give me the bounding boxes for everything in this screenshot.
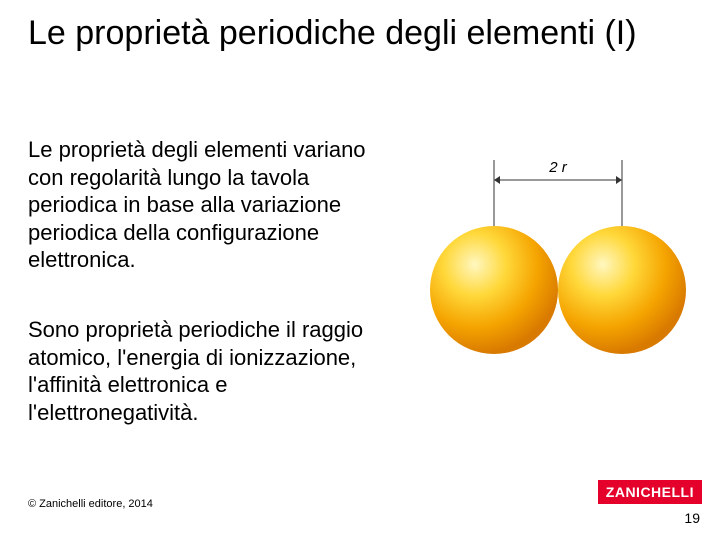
publisher-logo: ZANICHELLI	[598, 480, 702, 504]
page-number: 19	[684, 510, 700, 526]
paragraph-1: Le proprietà degli elementi variano con …	[28, 136, 368, 274]
svg-text:2 r: 2 r	[548, 159, 568, 176]
atomic-radius-diagram: 2 r	[412, 140, 702, 360]
paragraph-2: Sono proprietà periodiche il raggio atom…	[28, 316, 368, 426]
slide-title: Le proprietà periodiche degli elementi (…	[28, 14, 637, 53]
copyright: © Zanichelli editore, 2014	[28, 498, 153, 510]
